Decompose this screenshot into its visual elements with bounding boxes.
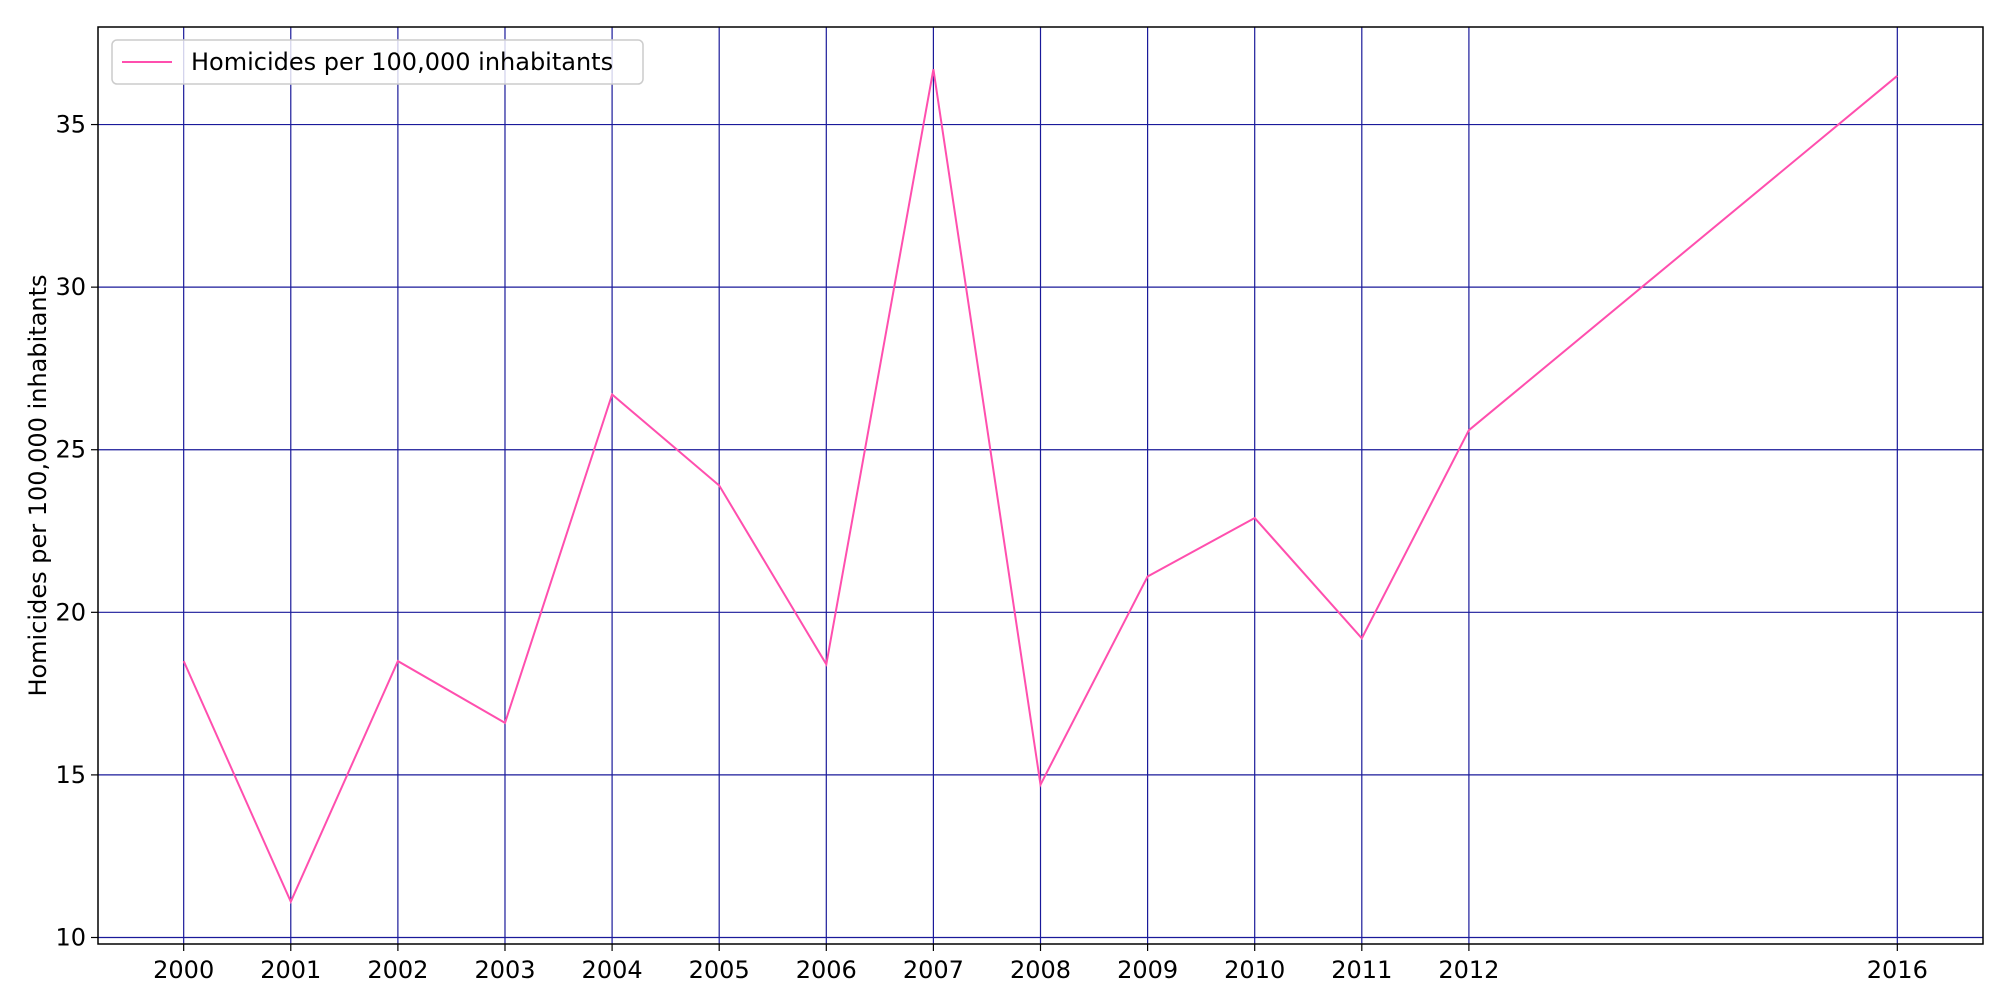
y-axis-label: Homicides per 100,000 inhabitants	[24, 274, 52, 696]
x-axis-ticks: 2000 2001 2002 2003 2004 2005 2006 2007 2008 2009…	[153, 944, 1928, 984]
y-tick-label: 10	[55, 923, 86, 951]
x-tick-label: 2000	[153, 956, 214, 984]
x-tick-label: 2008	[1010, 956, 1071, 984]
grid-lines	[98, 27, 1983, 944]
y-axis-ticks: 10 15 20 25 30 35	[55, 111, 98, 952]
x-tick-label: 2004	[582, 956, 643, 984]
y-tick-label: 20	[55, 598, 86, 626]
x-tick-label: 2016	[1867, 956, 1928, 984]
x-tick-label: 2011	[1331, 956, 1392, 984]
y-tick-label: 25	[55, 436, 86, 464]
y-tick-label: 35	[55, 111, 86, 139]
x-tick-label: 2007	[903, 956, 964, 984]
x-tick-label: 2002	[367, 956, 428, 984]
x-tick-label: 2010	[1224, 956, 1285, 984]
y-tick-label: 15	[55, 761, 86, 789]
x-tick-label: 2012	[1438, 956, 1499, 984]
y-tick-label: 30	[55, 273, 86, 301]
x-tick-label: 2009	[1117, 956, 1178, 984]
legend: Homicides per 100,000 inhabitants	[112, 40, 643, 84]
x-tick-label: 2005	[689, 956, 750, 984]
legend-label: Homicides per 100,000 inhabitants	[191, 48, 613, 76]
x-tick-label: 2001	[260, 956, 321, 984]
x-tick-label: 2003	[474, 956, 535, 984]
x-tick-label: 2006	[796, 956, 857, 984]
